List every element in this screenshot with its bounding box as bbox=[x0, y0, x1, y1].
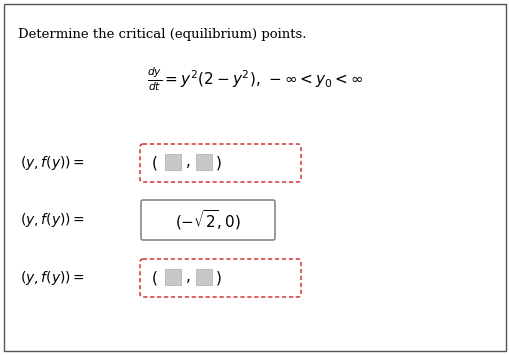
FancyBboxPatch shape bbox=[140, 144, 300, 182]
Text: $,$: $,$ bbox=[185, 271, 190, 285]
Text: $(y, f(y)) =$: $(y, f(y)) =$ bbox=[20, 154, 84, 172]
FancyBboxPatch shape bbox=[195, 154, 212, 170]
FancyBboxPatch shape bbox=[165, 154, 181, 170]
Text: Determine the critical (equilibrium) points.: Determine the critical (equilibrium) poi… bbox=[18, 28, 306, 41]
Text: $)$: $)$ bbox=[215, 269, 221, 287]
FancyBboxPatch shape bbox=[165, 269, 181, 285]
Text: $($: $($ bbox=[151, 269, 157, 287]
FancyBboxPatch shape bbox=[140, 259, 300, 297]
Text: $)$: $)$ bbox=[215, 154, 221, 172]
Text: $\frac{dy}{dt} = y^{2}(2 - y^{2}),\,-\infty < y_0 < \infty$: $\frac{dy}{dt} = y^{2}(2 - y^{2}),\,-\in… bbox=[147, 65, 362, 93]
Text: $(y, f(y)) =$: $(y, f(y)) =$ bbox=[20, 211, 84, 229]
FancyBboxPatch shape bbox=[195, 269, 212, 285]
Text: $(y, f(y)) =$: $(y, f(y)) =$ bbox=[20, 269, 84, 287]
Text: $,$: $,$ bbox=[185, 156, 190, 170]
FancyBboxPatch shape bbox=[140, 200, 274, 240]
Text: $(-\sqrt{2},0)$: $(-\sqrt{2},0)$ bbox=[175, 208, 240, 232]
Text: $($: $($ bbox=[151, 154, 157, 172]
